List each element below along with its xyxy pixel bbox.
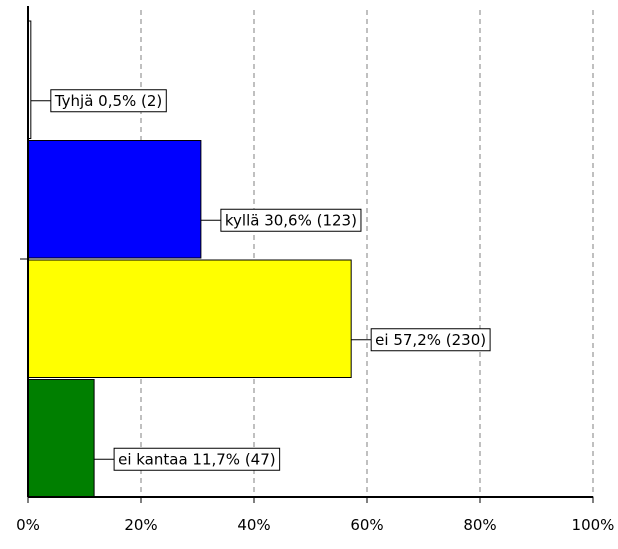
- data-label-box: [50, 89, 167, 113]
- data-label-box: [370, 328, 491, 352]
- bars: [27, 20, 352, 498]
- data-label: Tyhjä 0,5% (2): [54, 92, 162, 110]
- bar-ei: [27, 259, 352, 378]
- data-label-box: [220, 208, 362, 232]
- x-tick-label: 40%: [237, 516, 270, 534]
- x-tick-label: 80%: [463, 516, 496, 534]
- x-tick-label: 0%: [16, 516, 40, 534]
- data-label-box: [113, 447, 281, 471]
- bar-kyllä: [27, 140, 202, 259]
- x-tick-label: 60%: [350, 516, 383, 534]
- data-label: ei kantaa 11,7% (47): [118, 450, 276, 468]
- x-tick-label: 100%: [572, 516, 615, 534]
- data-label: ei 57,2% (230): [375, 331, 486, 349]
- x-tick-label: 20%: [124, 516, 157, 534]
- bar-ei-kantaa: [27, 379, 95, 498]
- axes: [20, 6, 593, 498]
- grid-lines: [140, 10, 594, 497]
- data-labels: Tyhjä 0,5% (2) kyllä 30,6% (123) ei 57,2% …: [30, 89, 491, 471]
- x-tick-labels: 0% 20% 40% 60% 80% 100%: [16, 497, 614, 534]
- data-label: kyllä 30,6% (123): [225, 211, 357, 229]
